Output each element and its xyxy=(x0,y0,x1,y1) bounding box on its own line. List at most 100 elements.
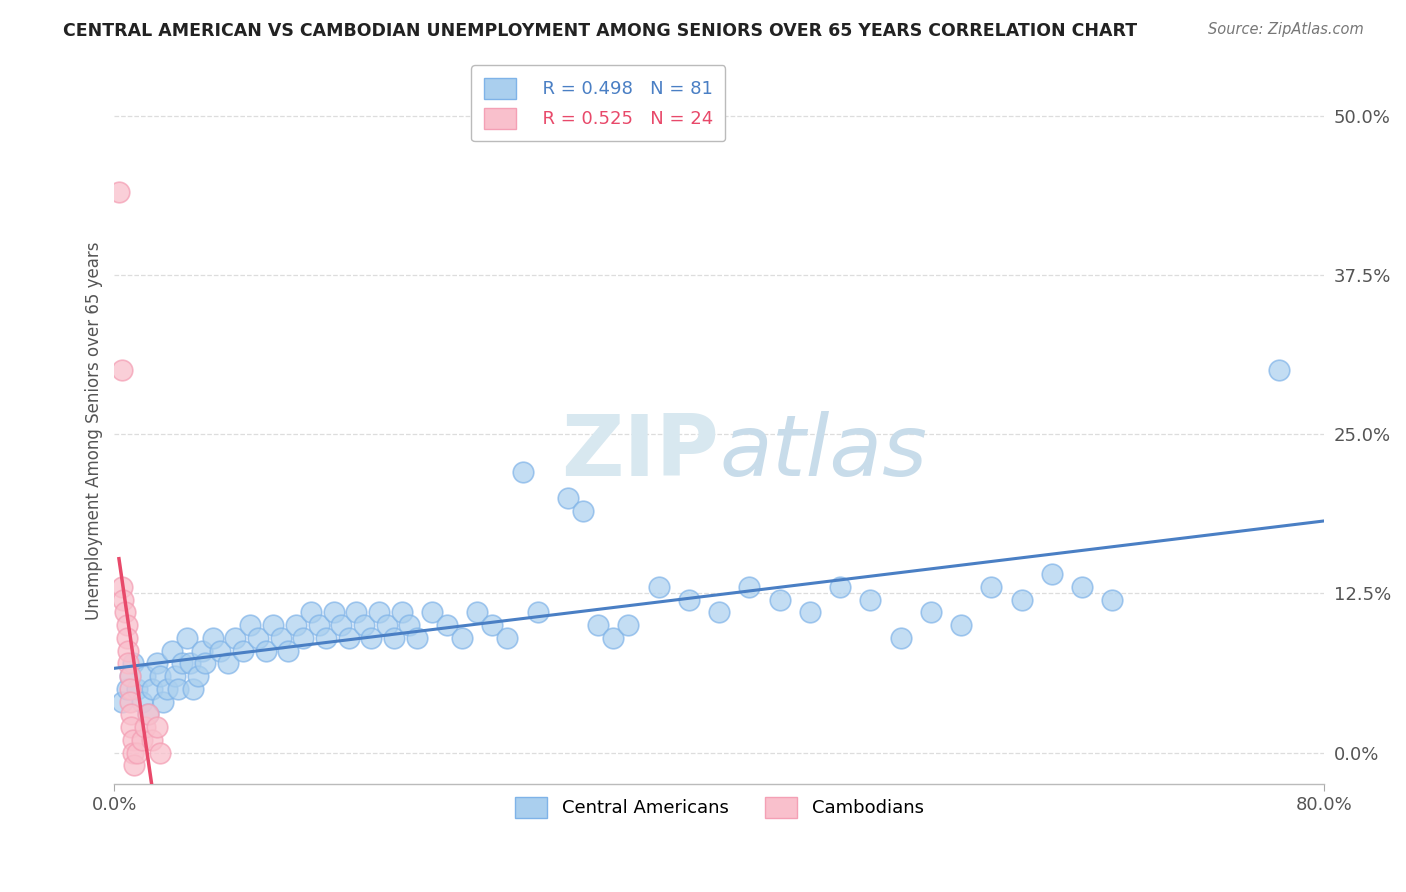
Point xyxy=(270,631,292,645)
Point xyxy=(344,606,367,620)
Text: Source: ZipAtlas.com: Source: ZipAtlas.com xyxy=(1208,22,1364,37)
Point xyxy=(284,618,307,632)
Point xyxy=(391,606,413,620)
Point xyxy=(239,618,262,632)
Point xyxy=(382,631,405,645)
Point xyxy=(980,580,1002,594)
Point xyxy=(127,746,149,760)
Point xyxy=(118,681,141,696)
Point xyxy=(360,631,382,645)
Point xyxy=(602,631,624,645)
Point xyxy=(859,592,882,607)
Point xyxy=(141,681,163,696)
Point xyxy=(496,631,519,645)
Point xyxy=(436,618,458,632)
Point xyxy=(526,606,548,620)
Point xyxy=(145,720,167,734)
Point xyxy=(118,669,141,683)
Point xyxy=(156,681,179,696)
Point xyxy=(707,606,730,620)
Point xyxy=(152,695,174,709)
Point xyxy=(167,681,190,696)
Point xyxy=(117,643,139,657)
Legend: Central Americans, Cambodians: Central Americans, Cambodians xyxy=(508,789,931,825)
Point xyxy=(920,606,942,620)
Point xyxy=(586,618,609,632)
Point xyxy=(224,631,246,645)
Point xyxy=(181,681,204,696)
Point xyxy=(890,631,912,645)
Point xyxy=(678,592,700,607)
Point xyxy=(136,707,159,722)
Point xyxy=(122,758,145,772)
Point xyxy=(115,681,138,696)
Point xyxy=(191,643,214,657)
Point xyxy=(117,657,139,671)
Point xyxy=(118,695,141,709)
Point xyxy=(738,580,761,594)
Point xyxy=(1101,592,1123,607)
Point xyxy=(299,606,322,620)
Point xyxy=(830,580,852,594)
Point xyxy=(127,681,149,696)
Point xyxy=(131,695,153,709)
Point xyxy=(451,631,474,645)
Point xyxy=(131,732,153,747)
Point xyxy=(163,669,186,683)
Point xyxy=(1040,567,1063,582)
Point xyxy=(149,669,172,683)
Point xyxy=(262,618,284,632)
Text: atlas: atlas xyxy=(718,410,927,493)
Point xyxy=(481,618,503,632)
Point xyxy=(330,618,353,632)
Point xyxy=(617,618,640,632)
Point xyxy=(1011,592,1033,607)
Point xyxy=(134,669,156,683)
Point xyxy=(337,631,360,645)
Point xyxy=(120,720,142,734)
Point xyxy=(111,695,134,709)
Point xyxy=(115,618,138,632)
Point xyxy=(232,643,254,657)
Point xyxy=(187,669,209,683)
Point xyxy=(375,618,398,632)
Point xyxy=(247,631,270,645)
Point xyxy=(368,606,391,620)
Y-axis label: Unemployment Among Seniors over 65 years: Unemployment Among Seniors over 65 years xyxy=(86,242,103,620)
Point xyxy=(134,720,156,734)
Point xyxy=(572,503,595,517)
Point xyxy=(115,631,138,645)
Point xyxy=(465,606,488,620)
Point xyxy=(254,643,277,657)
Point xyxy=(557,491,579,505)
Point xyxy=(121,732,143,747)
Point xyxy=(118,669,141,683)
Point xyxy=(201,631,224,645)
Point xyxy=(799,606,821,620)
Point xyxy=(277,643,299,657)
Point xyxy=(1071,580,1094,594)
Point xyxy=(315,631,337,645)
Point xyxy=(420,606,443,620)
Point xyxy=(1267,363,1289,377)
Point xyxy=(769,592,792,607)
Point xyxy=(141,732,163,747)
Point xyxy=(179,657,201,671)
Point xyxy=(194,657,217,671)
Point xyxy=(398,618,420,632)
Point xyxy=(172,657,194,671)
Point xyxy=(111,580,134,594)
Point xyxy=(121,657,143,671)
Text: ZIP: ZIP xyxy=(561,410,718,493)
Point xyxy=(217,657,239,671)
Point xyxy=(120,707,142,722)
Point xyxy=(322,606,344,620)
Point xyxy=(114,606,136,620)
Point xyxy=(121,746,143,760)
Point xyxy=(950,618,973,632)
Point xyxy=(176,631,198,645)
Point xyxy=(111,363,134,377)
Point xyxy=(209,643,232,657)
Point xyxy=(112,592,135,607)
Text: CENTRAL AMERICAN VS CAMBODIAN UNEMPLOYMENT AMONG SENIORS OVER 65 YEARS CORRELATI: CENTRAL AMERICAN VS CAMBODIAN UNEMPLOYME… xyxy=(63,22,1137,40)
